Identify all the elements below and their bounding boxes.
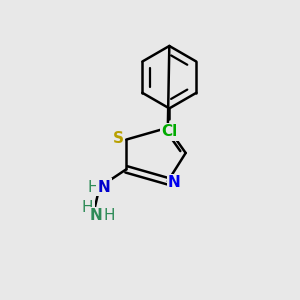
Text: H: H — [87, 180, 99, 195]
Text: N: N — [168, 175, 181, 190]
Text: N: N — [90, 208, 103, 223]
Text: N: N — [98, 180, 110, 195]
Text: S: S — [112, 130, 123, 146]
Text: Cl: Cl — [161, 124, 177, 139]
Text: H: H — [103, 208, 115, 223]
Text: H: H — [82, 200, 93, 215]
